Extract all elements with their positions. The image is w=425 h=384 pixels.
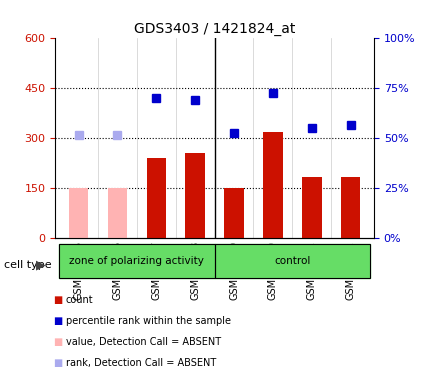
Bar [59, 244, 215, 278]
Bar [108, 188, 127, 238]
Bar [185, 153, 205, 238]
Text: ■: ■ [53, 295, 62, 305]
FancyBboxPatch shape [59, 244, 215, 278]
Text: percentile rank within the sample: percentile rank within the sample [66, 316, 231, 326]
Bar [302, 177, 322, 238]
Text: zone of polarizing activity: zone of polarizing activity [69, 256, 204, 266]
Text: ■: ■ [53, 316, 62, 326]
Text: ■: ■ [53, 337, 62, 347]
Bar [69, 188, 88, 238]
Bar [341, 177, 360, 238]
Text: count: count [66, 295, 94, 305]
Bar [224, 188, 244, 238]
FancyBboxPatch shape [215, 244, 370, 278]
Text: rank, Detection Call = ABSENT: rank, Detection Call = ABSENT [66, 358, 216, 368]
Text: ■: ■ [53, 358, 62, 368]
Bar [215, 244, 370, 278]
Text: ▶: ▶ [36, 258, 46, 271]
Text: control: control [274, 256, 311, 266]
Title: GDS3403 / 1421824_at: GDS3403 / 1421824_at [134, 22, 295, 36]
Text: value, Detection Call = ABSENT: value, Detection Call = ABSENT [66, 337, 221, 347]
Text: cell type: cell type [4, 260, 52, 270]
Bar [147, 158, 166, 238]
Bar [263, 132, 283, 238]
